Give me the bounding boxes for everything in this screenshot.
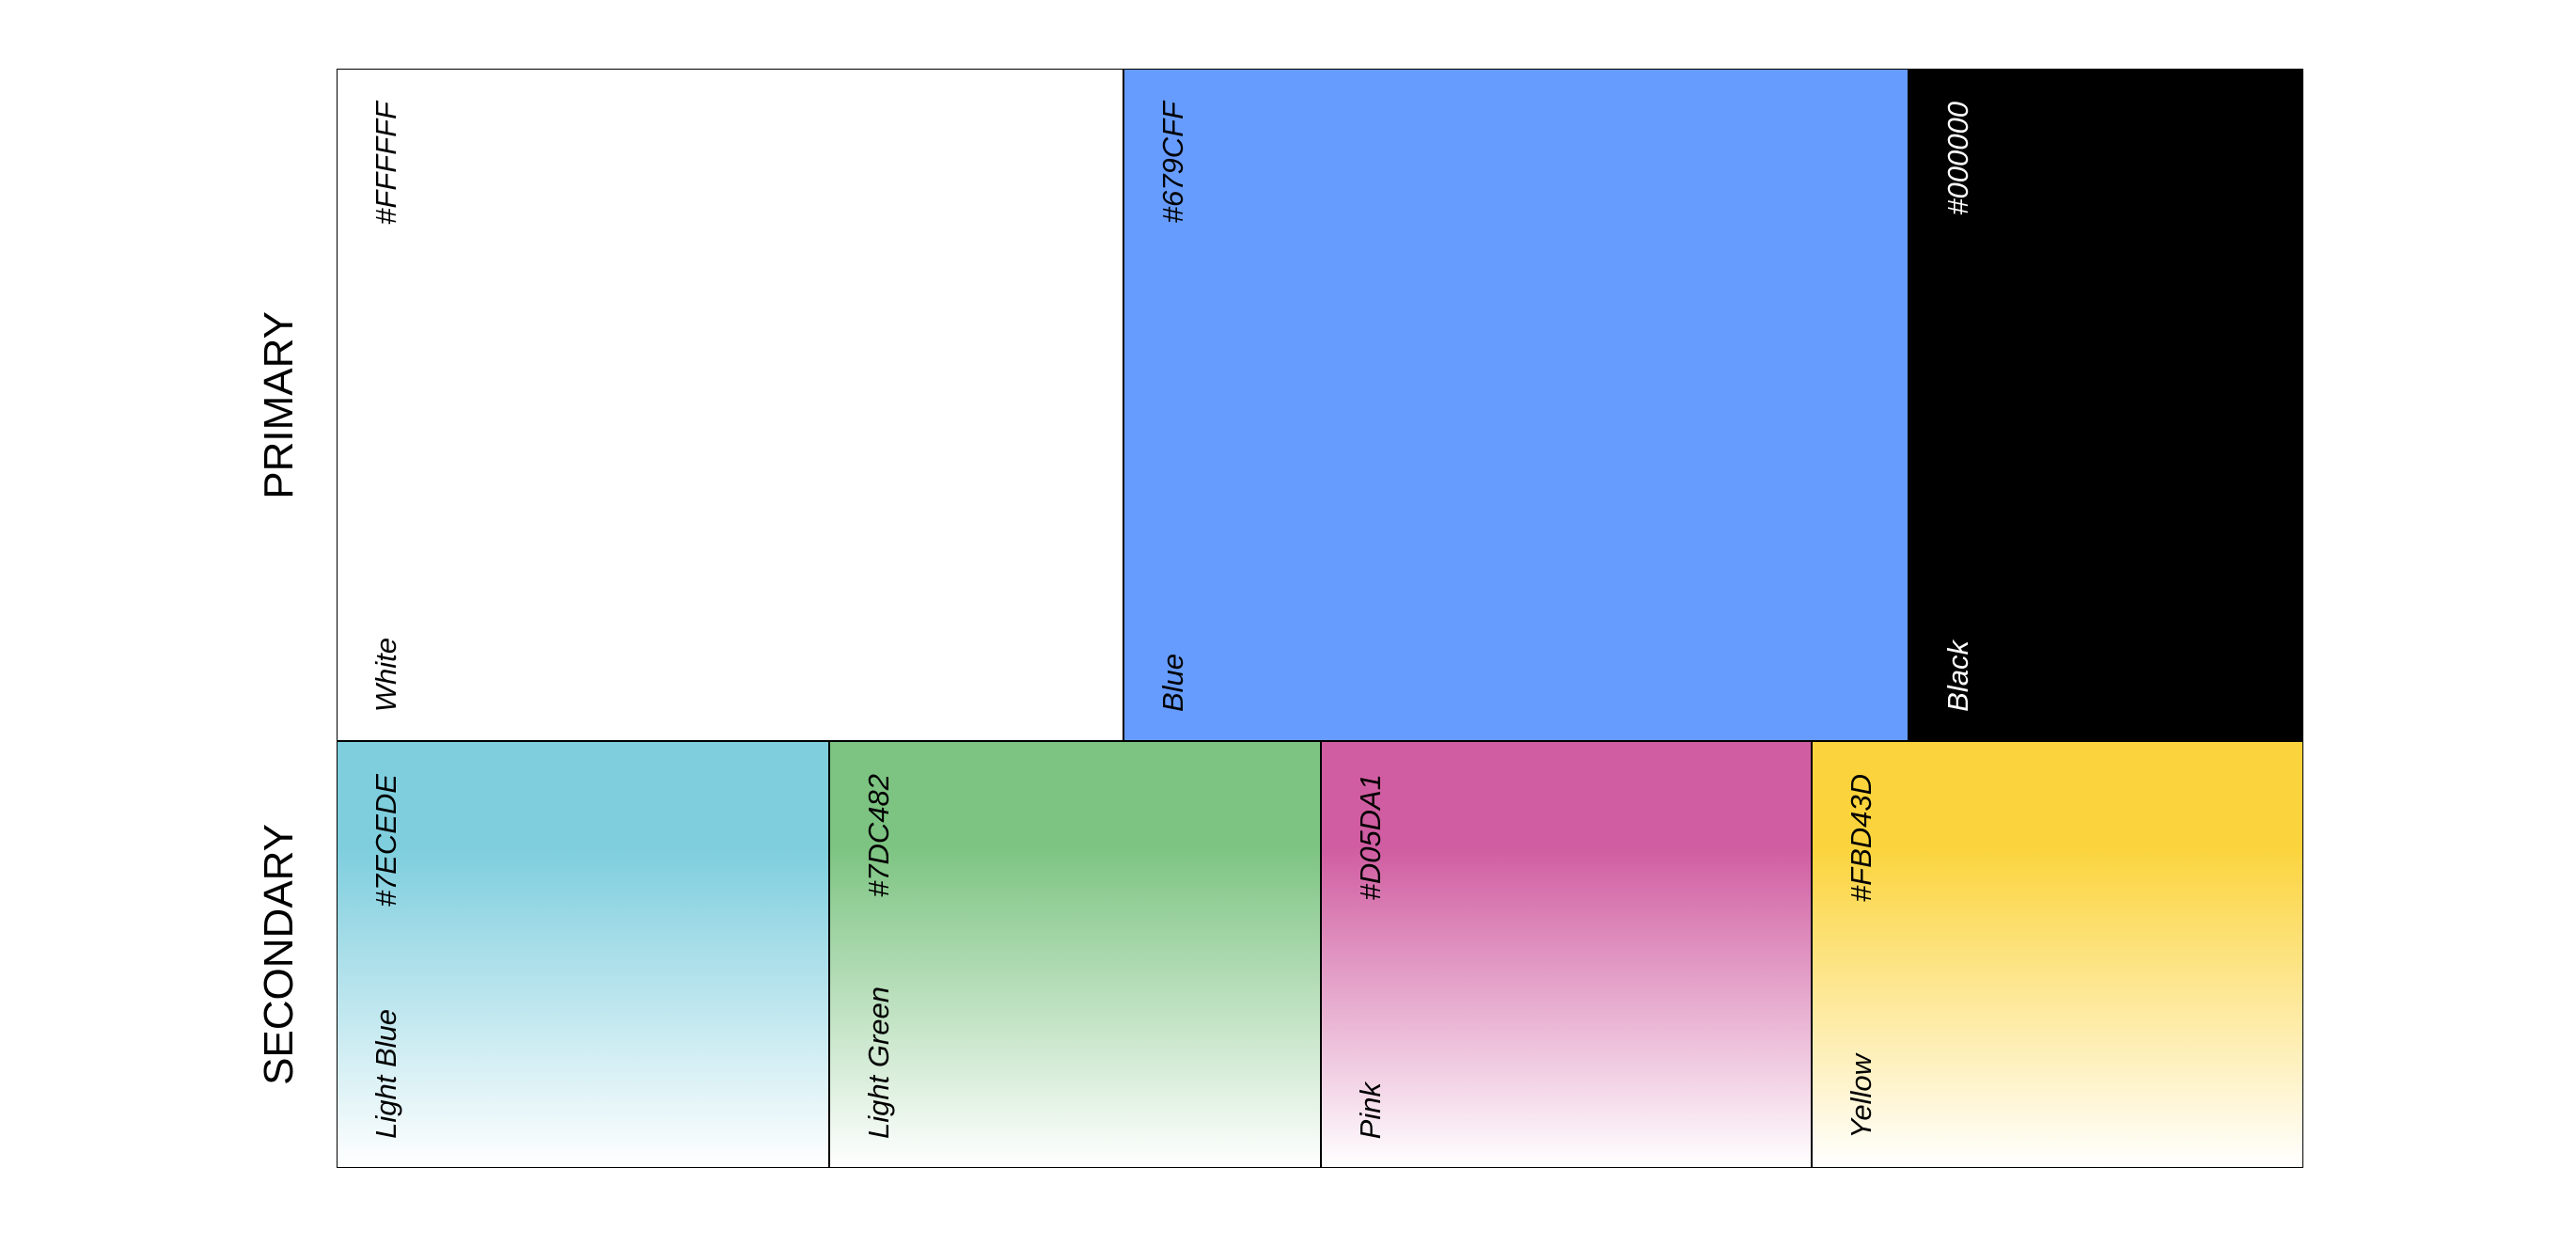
group-label: SECONDARY <box>256 824 302 1085</box>
swatch-hex: #7DC482 <box>862 774 895 897</box>
swatch-name: Yellow <box>1845 1054 1877 1139</box>
swatch-name: Light Green <box>862 987 895 1139</box>
swatch: #FFFFFF White <box>337 69 1123 741</box>
group-label: PRIMARY <box>256 310 302 499</box>
swatch-name: Black <box>1941 640 1974 712</box>
swatch: #D05DA1 Pink <box>1321 741 1812 1168</box>
swatch-hex: #FBD43D <box>1845 774 1877 903</box>
swatch-name: White <box>369 637 402 712</box>
swatch-hex: #679CFF <box>1156 102 1189 224</box>
swatch-name: Pink <box>1354 1081 1387 1139</box>
swatch-hex: #D05DA1 <box>1354 774 1387 901</box>
swatch-name: Blue <box>1156 653 1189 712</box>
swatch: #FBD43D Yellow <box>1812 741 2303 1168</box>
swatch: #000000 Black <box>1908 69 2303 741</box>
swatch-hex: #FFFFFF <box>369 102 402 225</box>
swatch-hex: #7ECEDE <box>369 774 402 908</box>
swatch: #7ECEDE Light Blue <box>337 741 829 1168</box>
swatch-name: Light Blue <box>369 1009 402 1139</box>
swatch: #679CFF Blue <box>1123 69 1908 741</box>
swatch: #7DC482 Light Green <box>829 741 1321 1168</box>
swatch-hex: #000000 <box>1941 102 1974 215</box>
